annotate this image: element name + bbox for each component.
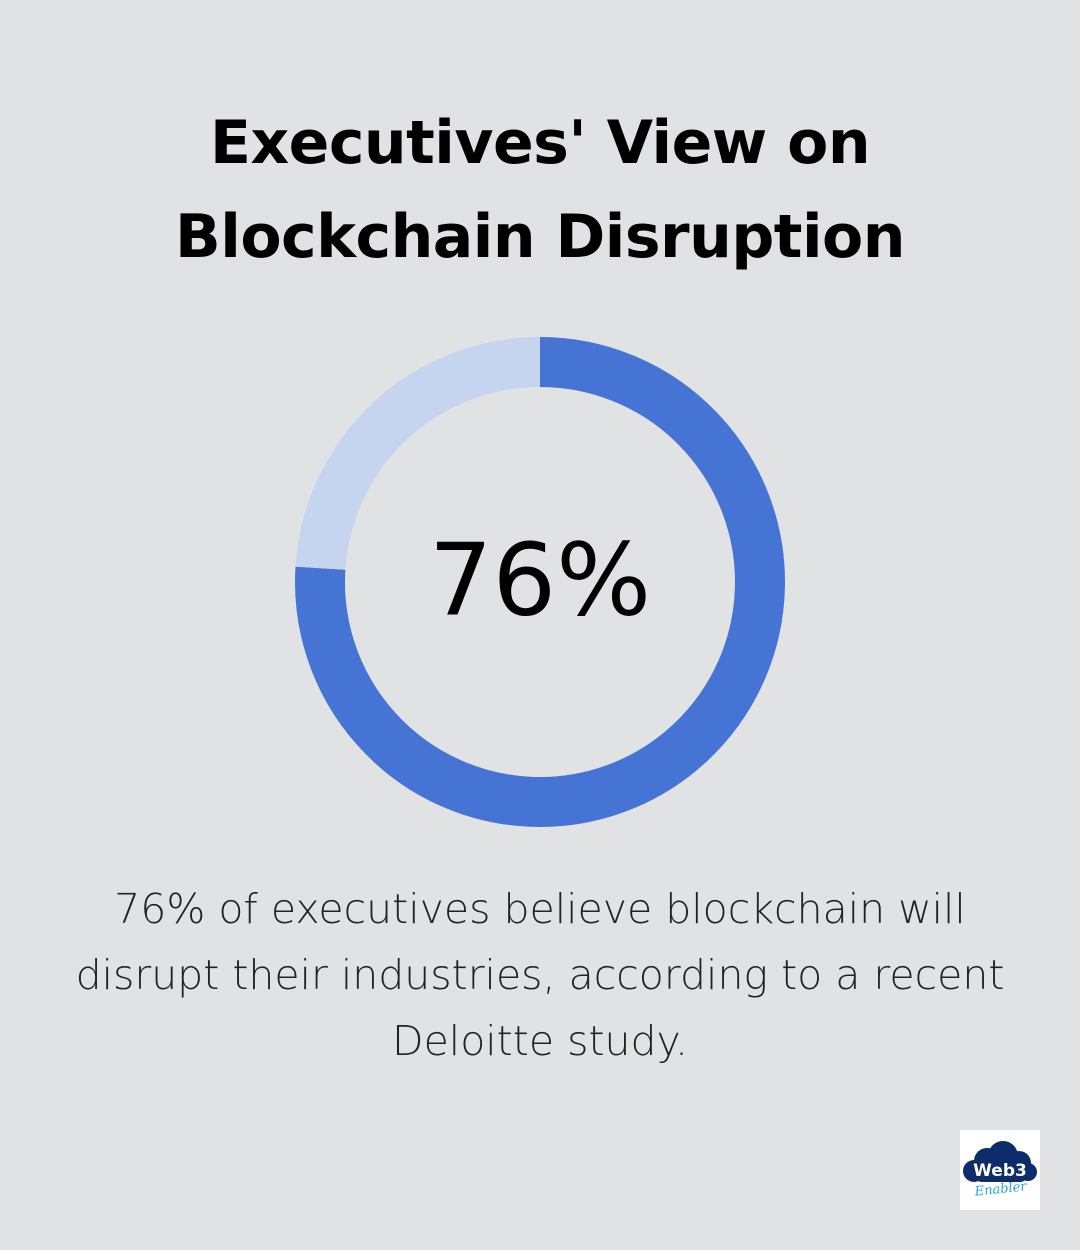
chart-title-line-2: Blockchain Disruption (175, 202, 905, 272)
donut-segments (295, 337, 785, 827)
cloud-logo-icon: Web3 Enabler (963, 1141, 1037, 1200)
logo-word: Web3 (973, 1161, 1027, 1181)
chart-title-line-1: Executives' View on (209, 108, 871, 178)
donut-chart: 76% (295, 337, 785, 827)
caption-text: 76% of executives believe blockchain wil… (75, 885, 1005, 1065)
donut-center-label: 76% (429, 522, 651, 639)
chart-title: Executives' View on Blockchain Disruptio… (0, 96, 1080, 284)
donut-segment-filled (295, 337, 785, 827)
logo-sub: Enabler (973, 1179, 1028, 1200)
donut-segment-remaining (295, 337, 541, 571)
web3-enabler-logo: Web3 Enabler (960, 1130, 1040, 1210)
